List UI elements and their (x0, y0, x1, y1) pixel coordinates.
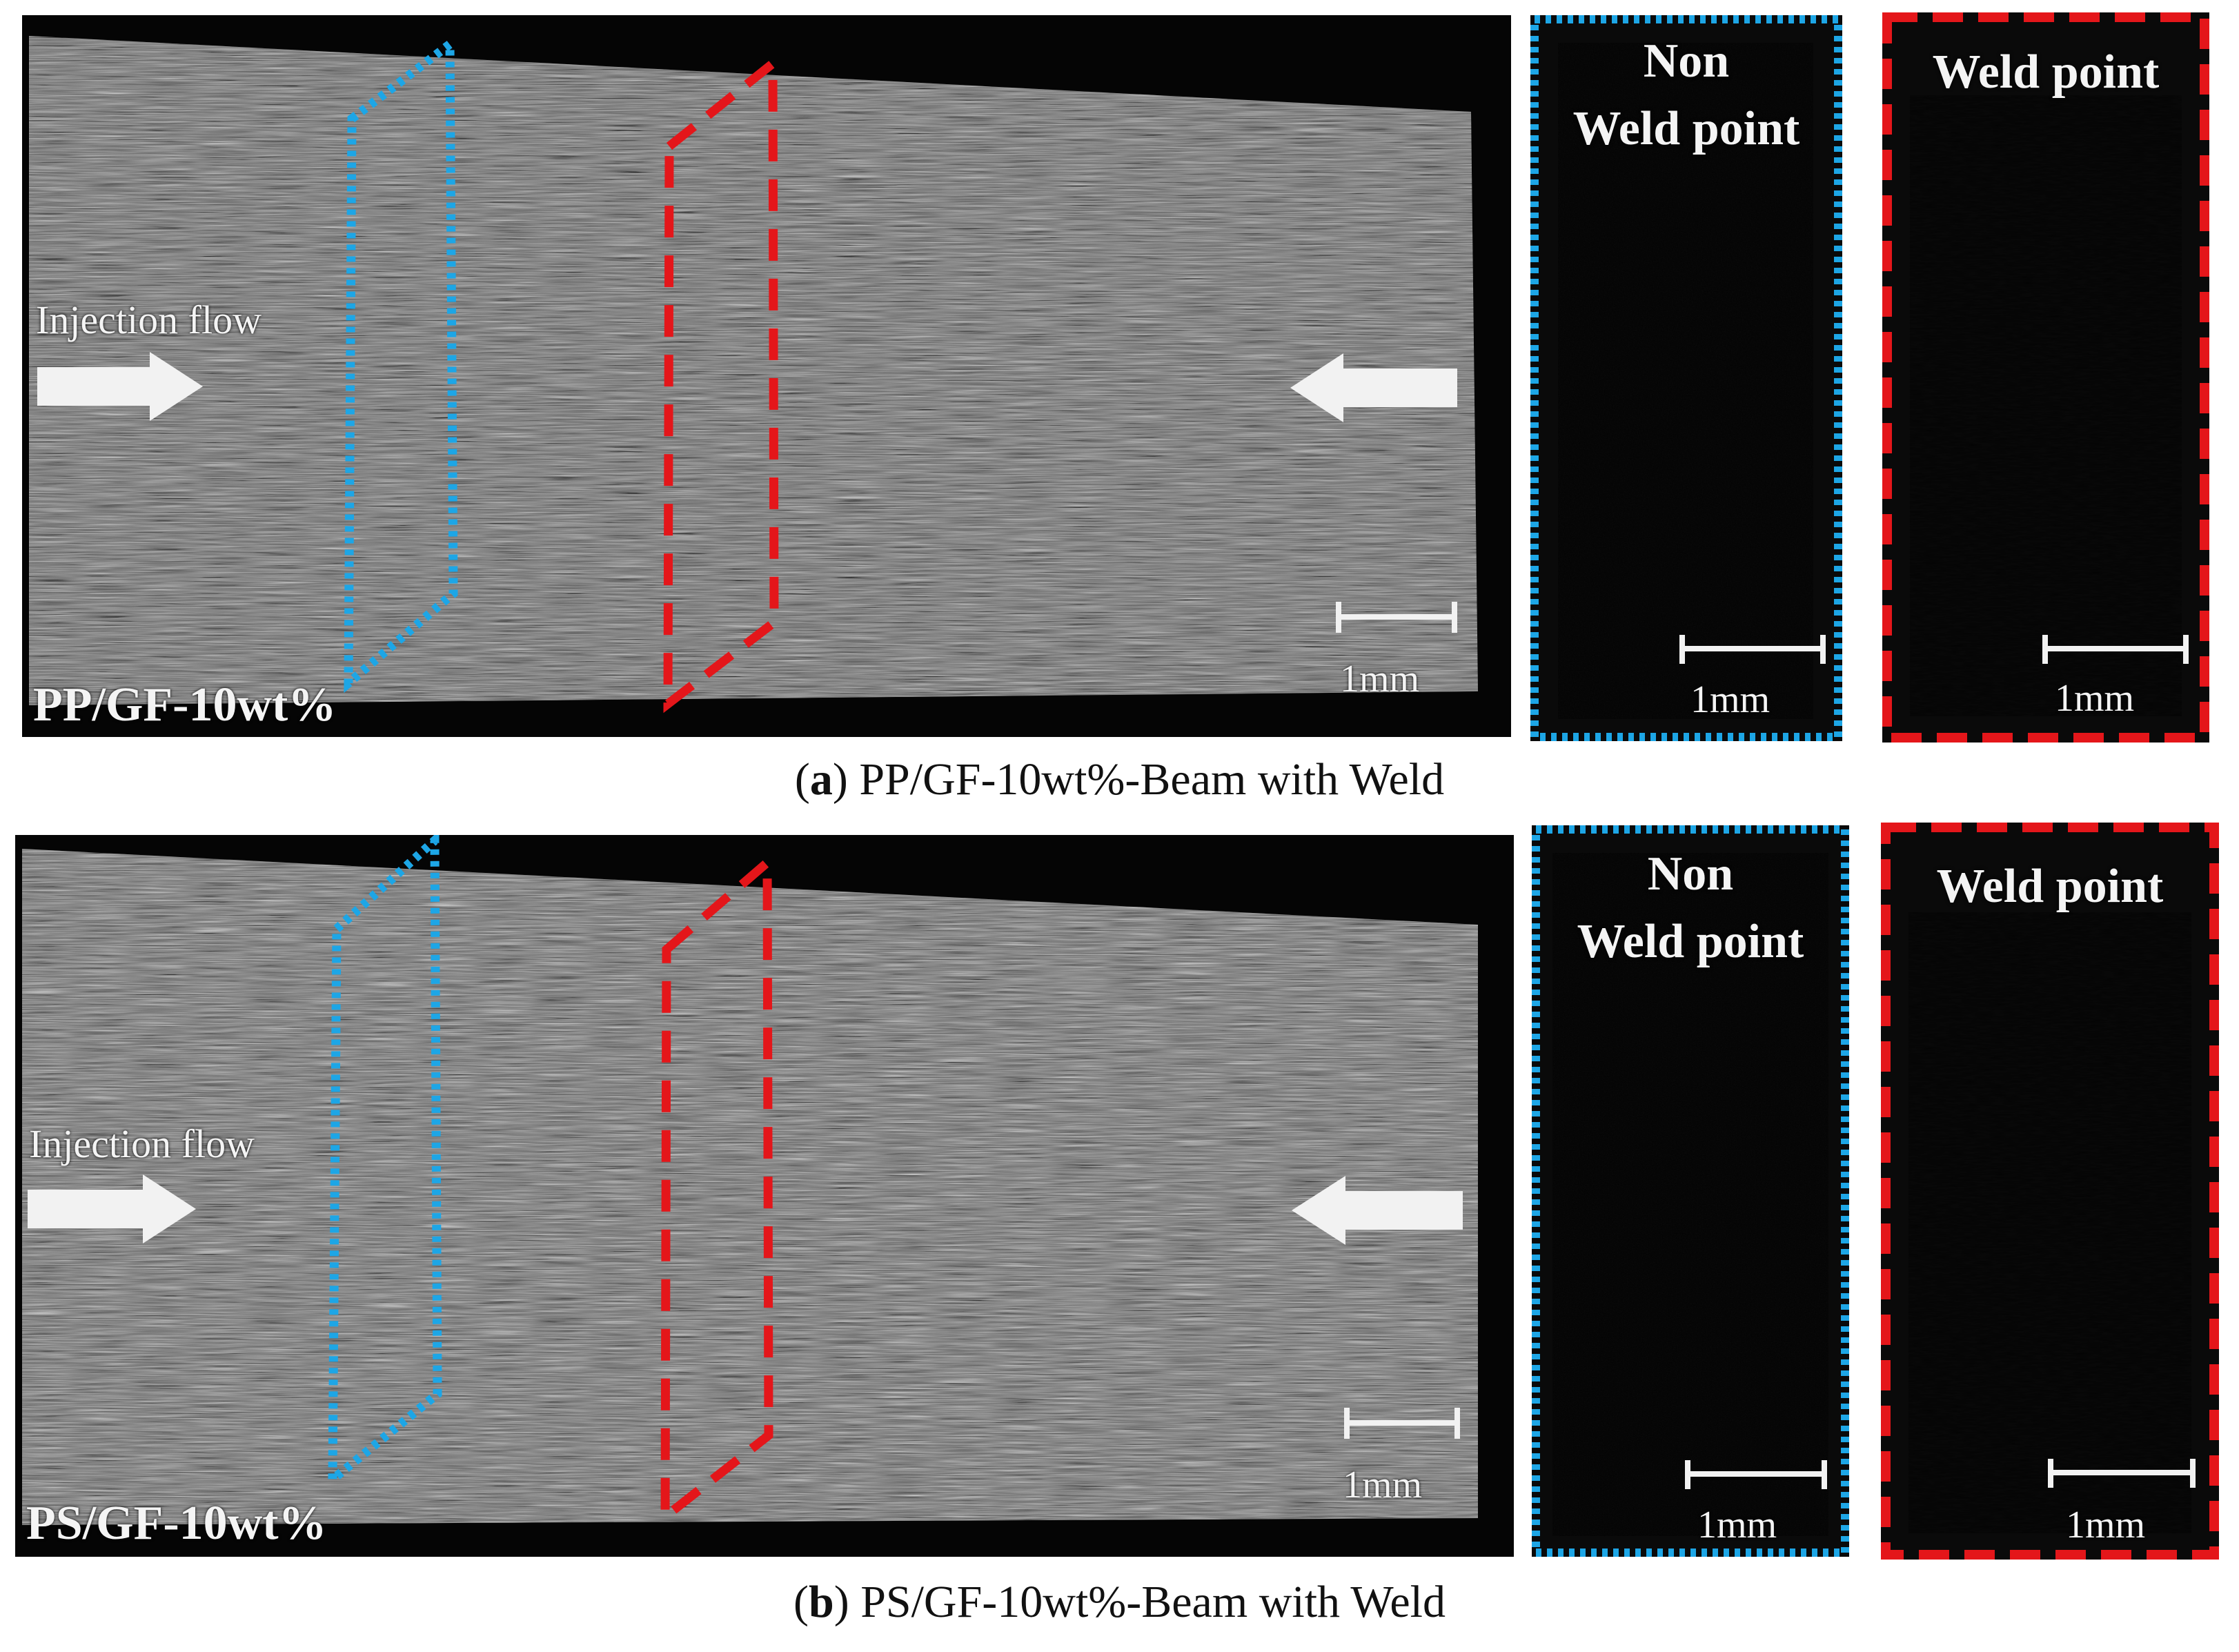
scale-bar-crop-b1 (1685, 1460, 1827, 1489)
non-weld-texture-a (1530, 15, 1842, 741)
sample-label-a: PP/GF-10wt% (33, 678, 337, 731)
weld-crop-a: Weld point 1mm (1882, 12, 2209, 743)
weld-title-b: Weld point (1936, 860, 2164, 913)
non-weld-title-a: Non Weld point (1530, 28, 1842, 163)
non-weld-region-outline-b (328, 835, 442, 1489)
beam-image-b: Injection flow 1mm PS/GF-10wt% (15, 835, 1514, 1557)
flow-arrow-left-icon (1292, 1176, 1463, 1245)
scale-label-crop-a1: 1mm (1690, 678, 1771, 721)
injection-flow-label-a: Injection flow (36, 297, 262, 342)
flow-arrow-left-icon (1290, 353, 1457, 422)
scale-bar-crop-a2 (2042, 635, 2189, 664)
scale-label-crop-b1: 1mm (1697, 1504, 1777, 1546)
caption-letter-b: b (808, 1577, 834, 1627)
caption-a: (a) PP/GF-10wt%-Beam with Weld (794, 754, 1445, 805)
scale-bar-crop-a1 (1679, 635, 1826, 664)
non-weld-crop-a: Non Weld point 1mm (1530, 15, 1842, 741)
beam-texture-b (22, 835, 1478, 1526)
scale-label-a: 1mm (1340, 658, 1420, 700)
non-weld-region-outline-a (344, 35, 458, 694)
non-weld-crop-b: Non Weld point 1mm (1532, 825, 1849, 1557)
caption-letter-a: a (809, 754, 833, 805)
caption-text-a: PP/GF-10wt%-Beam with Weld (859, 754, 1445, 805)
scale-label-b: 1mm (1343, 1464, 1423, 1506)
weld-region-outline-b (660, 852, 773, 1526)
non-weld-title-line1-a: Non (1643, 35, 1730, 88)
scale-label-crop-a2: 1mm (2055, 677, 2135, 720)
weld-texture-a (1882, 12, 2209, 743)
non-weld-title-line2-a: Weld point (1572, 102, 1800, 155)
weld-title-a: Weld point (1932, 46, 2160, 99)
beam-texture-a (29, 35, 1478, 714)
non-weld-title-line1-b: Non (1647, 847, 1734, 901)
non-weld-title-line2-b: Weld point (1577, 915, 1804, 968)
scale-label-crop-b2: 1mm (2066, 1504, 2146, 1546)
caption-text-b: PS/GF-10wt%-Beam with Weld (860, 1577, 1446, 1627)
beam-image-a: Injection flow 1mm PP/GF-10wt% (22, 15, 1511, 737)
weld-texture-b (1881, 823, 2219, 1560)
flow-arrow-right-icon (28, 1174, 196, 1243)
flow-arrow-right-icon (37, 352, 203, 421)
weld-region-outline-a (663, 54, 779, 714)
weld-crop-b: Weld point 1mm (1881, 823, 2219, 1560)
non-weld-texture-b (1532, 825, 1849, 1557)
scale-bar-a (1336, 602, 1457, 633)
non-weld-title-b: Non Weld point (1532, 840, 1849, 976)
injection-flow-label-b: Injection flow (29, 1121, 255, 1166)
scale-bar-crop-b2 (2048, 1459, 2196, 1488)
scale-bar-b (1344, 1408, 1460, 1439)
sample-label-b: PS/GF-10wt% (26, 1497, 327, 1550)
caption-b: (b) PS/GF-10wt%-Beam with Weld (793, 1577, 1446, 1627)
